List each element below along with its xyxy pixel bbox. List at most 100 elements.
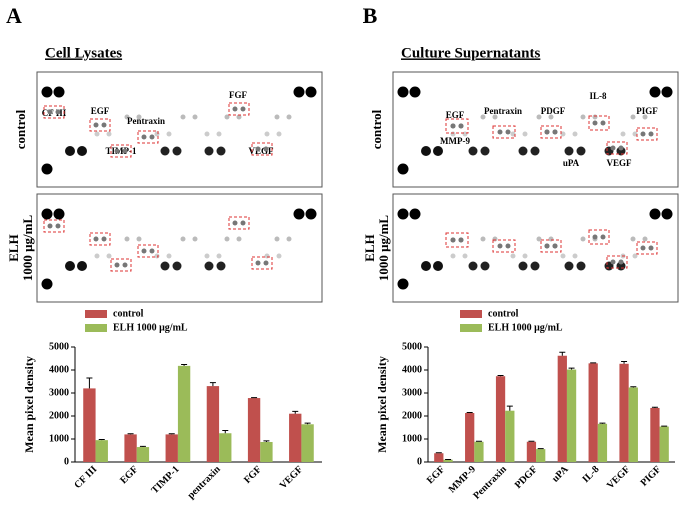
highlight-box: [636, 241, 658, 255]
legend-label: ELH 1000 μg/mL: [488, 322, 563, 333]
spot-label: TIMP-1: [106, 146, 137, 156]
blot-spot: [216, 146, 226, 156]
blot-spot: [216, 261, 226, 271]
blot-spot: [610, 259, 616, 265]
bar: [566, 369, 577, 462]
blot-spot: [224, 114, 230, 120]
blot-spot: [264, 131, 270, 137]
spot-label: EGF: [91, 106, 110, 116]
blot-spot: [276, 131, 282, 137]
blot-spot: [65, 146, 75, 156]
blot-spot: [136, 236, 142, 242]
blot-spot: [101, 236, 107, 242]
legend-label: control: [113, 308, 144, 319]
spot-label: PIGF: [636, 106, 658, 116]
panel-title: Cell Lysates: [45, 45, 122, 61]
blot-spot: [93, 122, 99, 128]
blot-spot: [518, 261, 528, 271]
ref-spot: [661, 86, 673, 98]
legend-swatch: [85, 310, 107, 318]
blot-spot: [576, 146, 586, 156]
ref-spot: [41, 163, 53, 175]
blot-spot: [124, 236, 130, 242]
blot-spot: [180, 114, 186, 120]
error-bar: [86, 377, 93, 389]
bar: [219, 433, 232, 462]
legend-swatch: [460, 324, 482, 332]
blot-spot: [136, 114, 142, 120]
blot-spot: [160, 261, 170, 271]
bar: [124, 434, 137, 462]
blot-spot: [263, 260, 269, 266]
blot: [392, 193, 679, 303]
blot-spot: [497, 243, 503, 249]
blot-spot: [450, 253, 456, 259]
error-bar: [181, 363, 188, 366]
highlight-box: [137, 244, 159, 258]
highlight-box: [636, 127, 658, 141]
bar: [597, 423, 608, 462]
y-tick-label: 0: [64, 456, 69, 467]
blot-spot: [93, 236, 99, 242]
blot-spot: [592, 114, 598, 120]
highlight-box: [588, 229, 610, 245]
blot-spot: [154, 253, 160, 259]
error-bar: [621, 360, 628, 364]
blot-spot: [610, 145, 616, 151]
y-axis-label: Mean pixel density: [22, 356, 36, 453]
error-bar: [506, 405, 513, 411]
blot-spot: [149, 134, 155, 140]
row-label: control: [13, 109, 28, 149]
blot-spot: [572, 253, 578, 259]
blot-spot: [263, 146, 269, 152]
error-bar: [98, 438, 105, 441]
bar: [95, 440, 108, 462]
blot-spot: [240, 106, 246, 112]
blot-spot: [149, 248, 155, 254]
blot-spot: [124, 114, 130, 120]
blot-spot: [264, 253, 270, 259]
blot-spot: [536, 236, 542, 242]
x-tick-label: EGF: [118, 464, 140, 486]
blot-spot: [450, 237, 456, 243]
blot-spot: [640, 131, 646, 137]
blot-spot: [632, 253, 638, 259]
row-label: control: [369, 109, 384, 149]
y-tick-label: 1000: [402, 433, 422, 444]
blot-spot: [216, 131, 222, 137]
x-tick-label: VEGF: [278, 464, 305, 491]
ref-spot: [41, 86, 53, 98]
blot-spot: [160, 146, 170, 156]
blot-spot: [492, 114, 498, 120]
blot-spot: [286, 236, 292, 242]
panel-letter: B: [363, 3, 378, 28]
blot-spot: [55, 109, 61, 115]
blot-spot: [216, 253, 222, 259]
highlight-box: [588, 115, 610, 131]
highlight-box: [137, 130, 159, 144]
spot-label: FGF: [229, 90, 247, 100]
ref-spot: [409, 86, 421, 98]
blot-spot: [172, 146, 182, 156]
x-tick-label: uPA: [550, 463, 571, 484]
legend-swatch: [85, 324, 107, 332]
y-tick-label: 4000: [49, 364, 69, 375]
blot-spot: [648, 131, 654, 137]
spot-label: uPA: [563, 158, 580, 168]
blot-spot: [544, 243, 550, 249]
highlight-box: [251, 256, 273, 270]
x-tick-label: PIGF: [639, 464, 664, 489]
blot-spot: [458, 237, 464, 243]
x-tick-label: VEGF: [605, 464, 632, 491]
highlight-box: [228, 216, 250, 230]
legend-swatch: [460, 310, 482, 318]
blot-spot: [505, 243, 511, 249]
bar: [247, 398, 261, 462]
panel-title: Culture Supernatants: [401, 45, 540, 61]
bar: [83, 388, 96, 462]
error-bar: [292, 410, 299, 414]
error-bar: [168, 433, 175, 435]
blot-frame: [36, 193, 323, 303]
blot-spot: [544, 129, 550, 135]
y-tick-label: 0: [417, 456, 422, 467]
